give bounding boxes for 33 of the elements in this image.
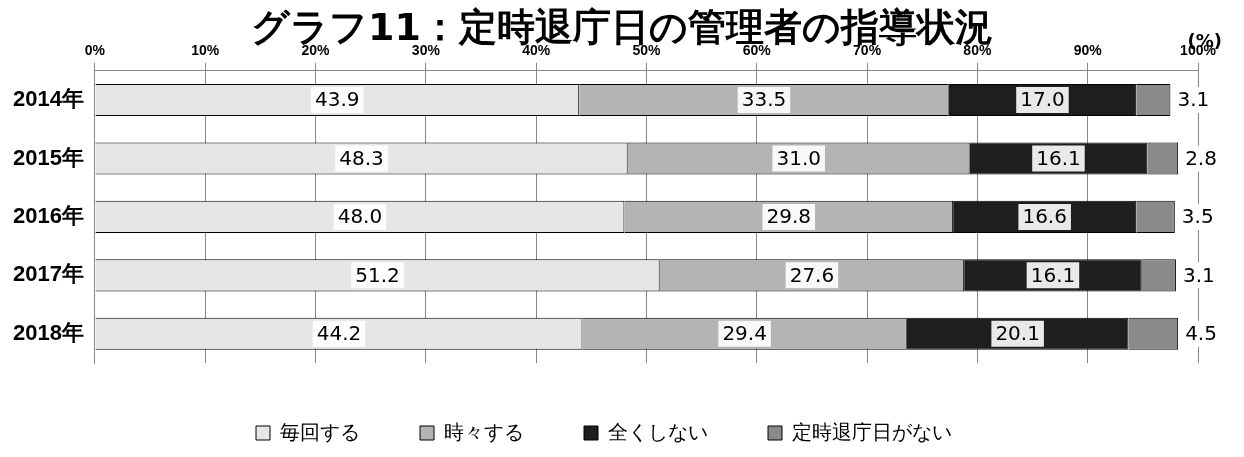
y-tick-label: 2017年	[12, 261, 84, 287]
legend-label: 毎回する	[280, 420, 360, 443]
data-label: 29.4	[722, 320, 767, 345]
data-label: 29.8	[766, 204, 812, 229]
data-label: 3.1	[1182, 262, 1215, 287]
data-label: 17.0	[1020, 87, 1065, 112]
x-tick-label: 10%	[191, 42, 220, 59]
data-label: 16.1	[1030, 262, 1076, 287]
data-label: 44.2	[316, 320, 362, 345]
data-label: 3.1	[1177, 87, 1210, 112]
data-label: 20.1	[995, 320, 1040, 345]
legend-label: 時々する	[444, 420, 524, 443]
legend-label: 全くしない	[608, 420, 708, 443]
data-label: 4.5	[1185, 320, 1217, 345]
data-label: 3.5	[1181, 204, 1214, 229]
y-tick-label: 2014年	[12, 86, 84, 112]
data-label: 2.8	[1185, 145, 1217, 170]
x-tick-label: 30%	[411, 42, 441, 59]
y-tick-label: 2015年	[12, 144, 84, 170]
data-label: 48.0	[337, 204, 383, 229]
data-label: 48.3	[339, 145, 384, 170]
data-label: 27.6	[789, 262, 835, 287]
x-tick-label: 90%	[1073, 42, 1103, 59]
data-label: 51.2	[355, 262, 400, 287]
x-tick-label: 0%	[84, 42, 106, 59]
data-label: 43.9	[315, 87, 360, 112]
data-label: 16.6	[1022, 204, 1067, 229]
y-tick-label: 2018年	[12, 319, 84, 345]
data-label: 16.1	[1036, 145, 1081, 170]
data-label: 33.5	[741, 87, 787, 112]
data-label: 31.0	[776, 145, 821, 170]
y-tick-label: 2016年	[12, 202, 84, 228]
legend-label: 定時退庁日がない	[792, 420, 952, 443]
